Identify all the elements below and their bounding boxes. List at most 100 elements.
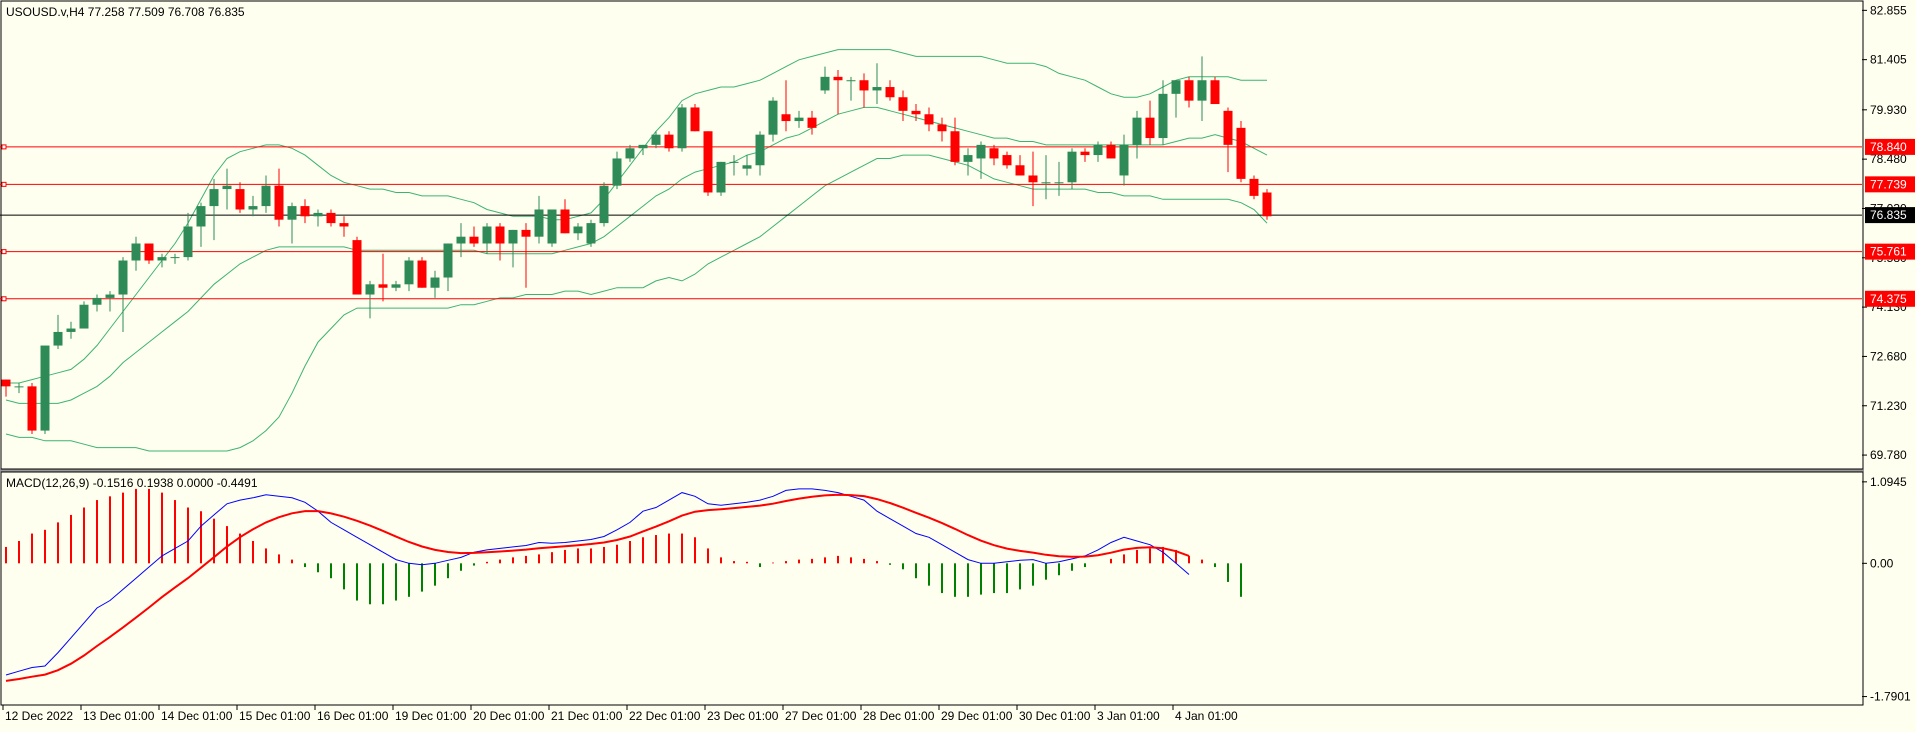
candle-body <box>1119 144 1129 176</box>
candle-body <box>40 345 50 431</box>
candle-body <box>1132 117 1142 145</box>
level-label-box <box>1865 176 1915 193</box>
bollinger-middle <box>5 106 1268 404</box>
candle-body <box>79 304 89 329</box>
macd-layer <box>5 488 1242 682</box>
candle-body <box>66 328 76 332</box>
candle-body <box>378 284 388 288</box>
candle-body <box>872 87 882 91</box>
candle-body <box>404 260 414 285</box>
candle-body <box>131 243 141 261</box>
candle-body <box>703 131 713 193</box>
time-tick-label: 15 Dec 01:00 <box>239 709 311 723</box>
macd-signal-line <box>5 493 1190 682</box>
candle-body <box>92 297 102 305</box>
candle-body <box>807 117 817 128</box>
candle-body <box>846 80 856 82</box>
candle-body <box>768 100 778 135</box>
candle-body <box>859 80 869 91</box>
candle-body <box>1054 182 1064 184</box>
candle-body <box>690 107 700 132</box>
time-tick-label: 27 Dec 01:00 <box>785 709 857 723</box>
candle-body <box>196 206 206 227</box>
price-tick-label: 81.405 <box>1870 53 1907 67</box>
candle-body <box>1184 80 1194 101</box>
candle-body <box>1171 80 1181 94</box>
candle-body <box>1223 110 1233 145</box>
price-header: USOUSD.v,H4 77.258 77.509 76.708 76.835 <box>6 5 245 19</box>
time-tick-label: 19 Dec 01:00 <box>395 709 467 723</box>
candle-body <box>820 76 830 91</box>
time-tick-label: 13 Dec 01:00 <box>83 709 155 723</box>
candle-body <box>781 114 791 122</box>
candle-body <box>1197 80 1207 101</box>
candle-body <box>560 209 570 234</box>
candle-body <box>495 226 505 244</box>
price-panel-frame <box>0 0 1864 470</box>
time-tick-label: 4 Jan 01:00 <box>1175 709 1238 723</box>
time-tick-label: 29 Dec 01:00 <box>941 709 1013 723</box>
candle-body <box>1093 144 1103 156</box>
current-price-label: 76.835 <box>1870 208 1907 222</box>
candle-body <box>1028 175 1038 183</box>
candle-body <box>586 223 596 244</box>
candle-body <box>209 189 219 207</box>
candle-body <box>651 134 661 145</box>
candle-body <box>729 161 739 163</box>
candle-body <box>677 107 687 149</box>
candle-body <box>391 284 401 288</box>
level-marker-2 <box>1 249 7 255</box>
candle-body <box>521 229 531 237</box>
candle-body <box>53 331 63 346</box>
candle-body <box>339 223 349 227</box>
candle-body <box>976 144 986 159</box>
candle-body <box>833 76 843 81</box>
candle-body <box>482 226 492 244</box>
candle-body <box>1041 182 1051 184</box>
candle-body <box>573 226 583 234</box>
time-tick-label: 12 Dec 2022 <box>5 709 73 723</box>
time-tick-label: 20 Dec 01:00 <box>473 709 545 723</box>
level-label: 74.375 <box>1870 292 1907 306</box>
level-label: 75.761 <box>1870 245 1907 259</box>
candle-body <box>313 212 323 217</box>
candle-body <box>547 209 557 244</box>
macd-panel-frame <box>0 471 1864 706</box>
axis-layer: 82.85581.40579.93078.48077.03075.58074.1… <box>2 3 1915 723</box>
candle-body <box>1249 178 1259 196</box>
candle-body <box>664 134 674 149</box>
price-tick-label: 79.930 <box>1870 103 1907 117</box>
candle-body <box>898 97 908 111</box>
candle-body <box>950 131 960 162</box>
candle-body <box>235 189 245 210</box>
candle-body <box>1236 127 1246 179</box>
candle-body <box>430 277 440 288</box>
candle-body <box>469 236 479 244</box>
time-tick-label: 28 Dec 01:00 <box>863 709 935 723</box>
macd-line <box>5 488 1190 676</box>
level-label-box <box>1865 290 1915 307</box>
candle-body <box>183 226 193 258</box>
macd-header: MACD(12,26,9) -0.1516 0.1938 0.0000 -0.4… <box>6 476 258 490</box>
candle-body <box>365 284 375 295</box>
candle-body <box>1 379 11 387</box>
candle-body <box>1210 80 1220 105</box>
macd-tick-label: 0.00 <box>1870 556 1894 570</box>
candle-body <box>326 212 336 224</box>
candle-body <box>1067 151 1077 183</box>
candle-body <box>105 294 115 298</box>
candle-body <box>911 110 921 115</box>
candle-body <box>118 260 128 295</box>
candle-body <box>534 209 544 237</box>
level-label-box <box>1865 243 1915 260</box>
candle-body <box>1080 151 1090 156</box>
candle-body <box>612 158 622 186</box>
candle-body <box>963 155 973 162</box>
candle-body <box>1106 144 1116 159</box>
candle-body <box>1145 117 1155 139</box>
candle-body <box>937 124 947 132</box>
candle-body <box>1158 93 1168 139</box>
candle-body <box>352 240 362 295</box>
